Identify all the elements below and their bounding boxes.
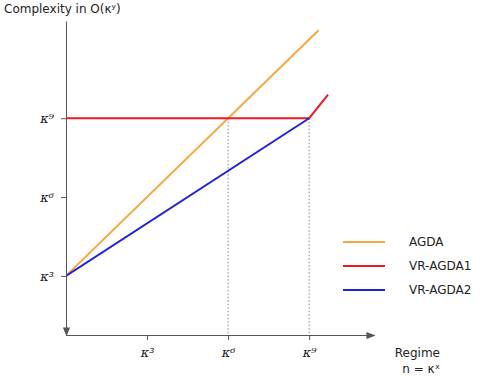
x-tick-label: κ³ [140, 345, 155, 360]
y-tick-label: κ³ [39, 269, 54, 284]
x-tick: κ⁶ [221, 335, 236, 360]
legend-swatch [343, 265, 385, 267]
legend-label: VR-AGDA2 [409, 283, 471, 297]
series-line [66, 30, 319, 276]
y-tick-mark [61, 276, 66, 277]
guide-line [228, 118, 229, 335]
y-tick-label: κ⁶ [39, 190, 54, 205]
legend: AGDA VR-AGDA1 VR-AGDA2 [343, 235, 471, 297]
y-tick: κ⁶ [39, 190, 66, 205]
series-line [66, 118, 309, 276]
y-axis-line [66, 22, 67, 336]
legend-label: AGDA [409, 235, 444, 249]
y-tick-label: κ⁹ [39, 111, 55, 126]
guide-line [309, 118, 310, 335]
x-tick-label: κ⁶ [221, 345, 236, 360]
x-tick-mark [228, 335, 229, 340]
x-axis-title: Regime [395, 346, 440, 360]
x-tick-label: κ⁹ [302, 345, 318, 360]
x-axis-line [67, 335, 375, 336]
x-axis-title: n = κˣ [402, 362, 440, 376]
y-axis: κ³ κ⁶ κ⁹ [39, 22, 66, 336]
x-tick: κ³ [140, 335, 155, 360]
y-axis-title: Complexity in O(κʸ) [4, 2, 121, 16]
series-line [66, 95, 328, 119]
legend-swatch [343, 289, 385, 291]
legend-swatch [343, 241, 385, 243]
x-tick: κ⁹ [302, 335, 318, 360]
chart: κ³ κ⁶ κ⁹ κ³ κ⁶ κ⁹ Complexity in O(κʸ) Regime n =… [0, 0, 488, 378]
x-tick-mark [309, 335, 310, 340]
x-tick-mark [147, 335, 148, 340]
y-tick-mark [61, 118, 66, 119]
y-tick: κ³ [39, 269, 66, 284]
x-axis: κ³ κ⁶ κ⁹ [67, 335, 375, 360]
plot-area [66, 30, 328, 335]
legend-label: VR-AGDA1 [409, 259, 471, 273]
y-tick: κ⁹ [39, 111, 66, 126]
y-tick-mark [61, 197, 66, 198]
